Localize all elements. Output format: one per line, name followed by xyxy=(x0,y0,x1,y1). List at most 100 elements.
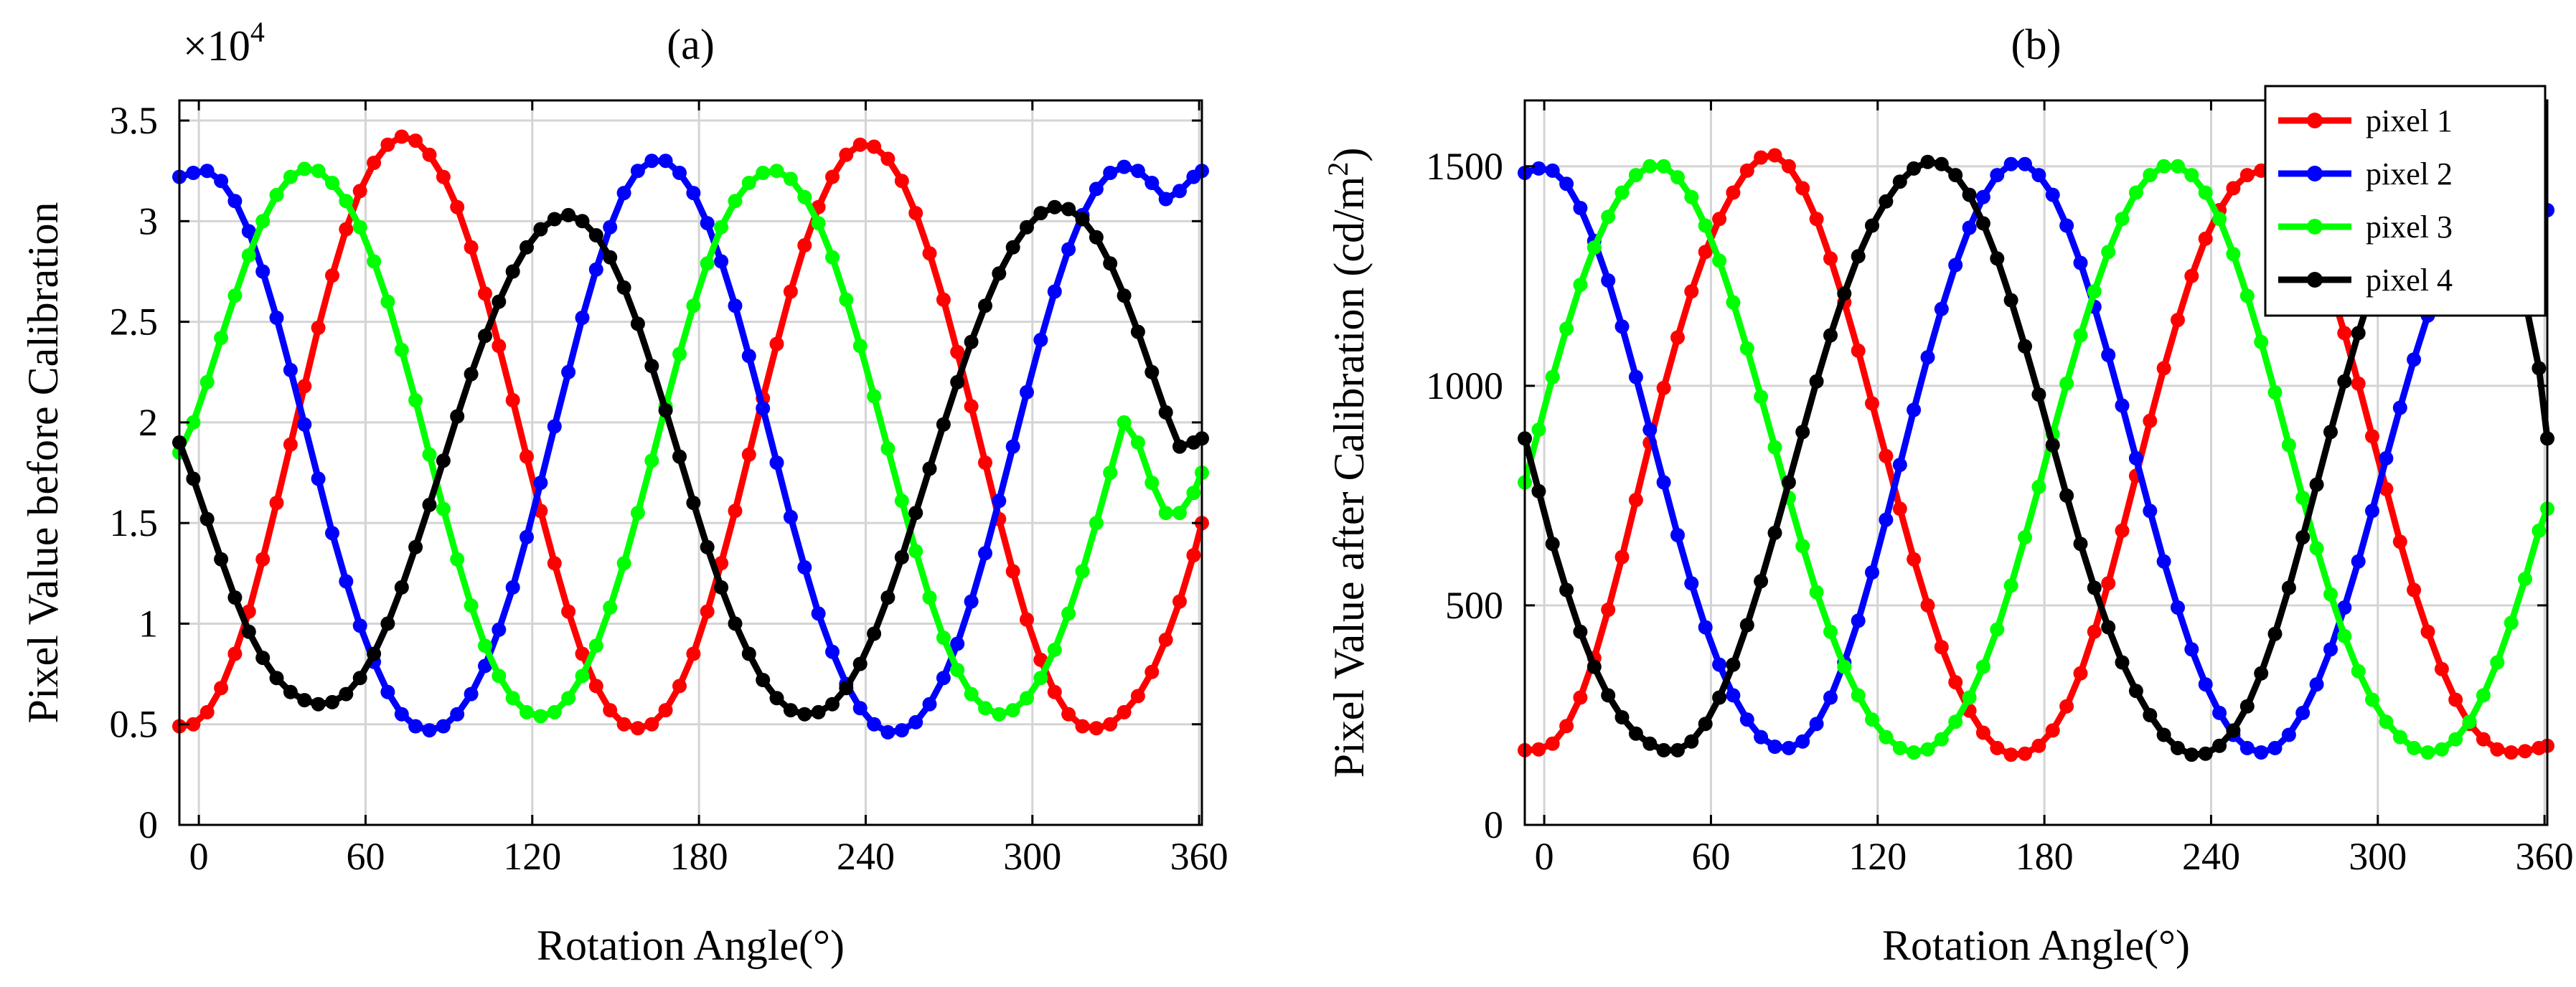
data-point xyxy=(199,704,215,719)
data-point xyxy=(2156,361,2171,376)
data-point xyxy=(561,207,576,222)
data-point xyxy=(492,294,507,309)
data-point xyxy=(352,184,367,199)
data-point xyxy=(380,684,395,699)
data-point xyxy=(2073,537,2088,552)
data-point xyxy=(936,292,951,307)
data-point xyxy=(1642,422,1658,438)
data-point xyxy=(2059,376,2074,391)
data-point xyxy=(1642,159,1658,174)
data-point xyxy=(1670,170,1685,185)
data-point xyxy=(1851,688,1866,703)
data-point xyxy=(325,176,339,190)
data-point xyxy=(700,216,715,231)
data-point xyxy=(505,264,520,279)
x-tick-label: 360 xyxy=(2516,835,2574,878)
data-point xyxy=(880,724,896,740)
data-point xyxy=(950,374,965,389)
data-point xyxy=(2226,723,2241,738)
data-point xyxy=(255,264,271,279)
data-point xyxy=(505,393,520,407)
data-point xyxy=(422,723,437,738)
data-point xyxy=(1754,150,1769,165)
data-point xyxy=(2532,523,2547,538)
data-point xyxy=(352,618,367,633)
data-point xyxy=(2018,156,2032,171)
data-point xyxy=(547,704,562,719)
y-tick-label: 1500 xyxy=(1426,145,1503,188)
data-point xyxy=(450,409,465,424)
data-point xyxy=(1781,159,1796,174)
data-point xyxy=(2226,247,2241,262)
data-point xyxy=(241,624,256,639)
data-point xyxy=(380,294,395,309)
legend-item: pixel 3 xyxy=(2278,209,2453,245)
data-point xyxy=(1907,161,1922,176)
data-point xyxy=(339,194,354,209)
data-point xyxy=(2448,692,2463,707)
data-point xyxy=(2239,168,2255,183)
data-point xyxy=(2101,576,2116,591)
data-point xyxy=(2448,732,2463,747)
data-point xyxy=(1531,742,1546,757)
x-tick-label: 300 xyxy=(1003,835,1061,878)
data-point xyxy=(1047,199,1062,214)
data-point xyxy=(2295,530,2311,545)
data-point xyxy=(1033,671,1048,686)
y-axis-label-superscript: 2 xyxy=(1322,162,1354,176)
y-axis-label-close: ) xyxy=(1325,148,1373,162)
data-point xyxy=(2267,626,2283,641)
data-point xyxy=(2115,398,2130,413)
data-point xyxy=(269,311,284,325)
x-tick-label: 180 xyxy=(670,835,728,878)
data-point xyxy=(839,681,854,696)
data-point xyxy=(2295,491,2311,505)
data-point xyxy=(825,250,840,265)
y-tick-label: 2.5 xyxy=(110,301,159,344)
data-point xyxy=(1545,163,1560,178)
data-point xyxy=(741,176,756,190)
data-point xyxy=(2128,185,2143,200)
exponent-base: ×10 xyxy=(183,22,250,70)
data-point xyxy=(1103,166,1118,180)
data-point xyxy=(630,506,645,521)
data-point xyxy=(867,717,882,732)
data-point xyxy=(2198,677,2213,692)
data-point xyxy=(2156,727,2171,742)
data-point xyxy=(422,497,437,512)
data-point xyxy=(2003,156,2018,171)
data-point xyxy=(1879,448,1894,463)
data-point xyxy=(478,658,492,674)
data-point xyxy=(1879,194,1894,209)
data-point xyxy=(714,254,729,269)
data-point xyxy=(1587,659,1602,674)
data-point xyxy=(1172,439,1187,454)
data-point xyxy=(1130,324,1145,339)
data-point xyxy=(1684,576,1699,591)
data-point xyxy=(1005,439,1020,454)
data-point xyxy=(672,166,687,180)
data-point xyxy=(825,169,840,184)
data-point xyxy=(2045,438,2060,453)
data-point xyxy=(852,656,868,671)
data-point xyxy=(2018,746,2032,761)
data-point xyxy=(2476,732,2491,747)
data-point xyxy=(1823,624,1838,639)
data-point xyxy=(2254,334,2269,349)
data-point xyxy=(2239,699,2255,714)
data-point xyxy=(686,186,701,201)
data-point xyxy=(1670,528,1685,542)
data-point xyxy=(950,344,965,359)
data-point xyxy=(2392,534,2407,549)
data-point xyxy=(297,379,312,394)
data-point xyxy=(1061,606,1076,621)
data-point xyxy=(1144,476,1160,491)
data-point xyxy=(2115,212,2130,227)
data-point xyxy=(436,501,451,516)
legend-label: pixel 1 xyxy=(2366,103,2453,138)
data-point xyxy=(1020,691,1034,706)
data-point xyxy=(311,471,326,486)
data-point xyxy=(2351,376,2366,391)
data-point xyxy=(1601,603,1616,618)
data-point xyxy=(2059,488,2074,503)
